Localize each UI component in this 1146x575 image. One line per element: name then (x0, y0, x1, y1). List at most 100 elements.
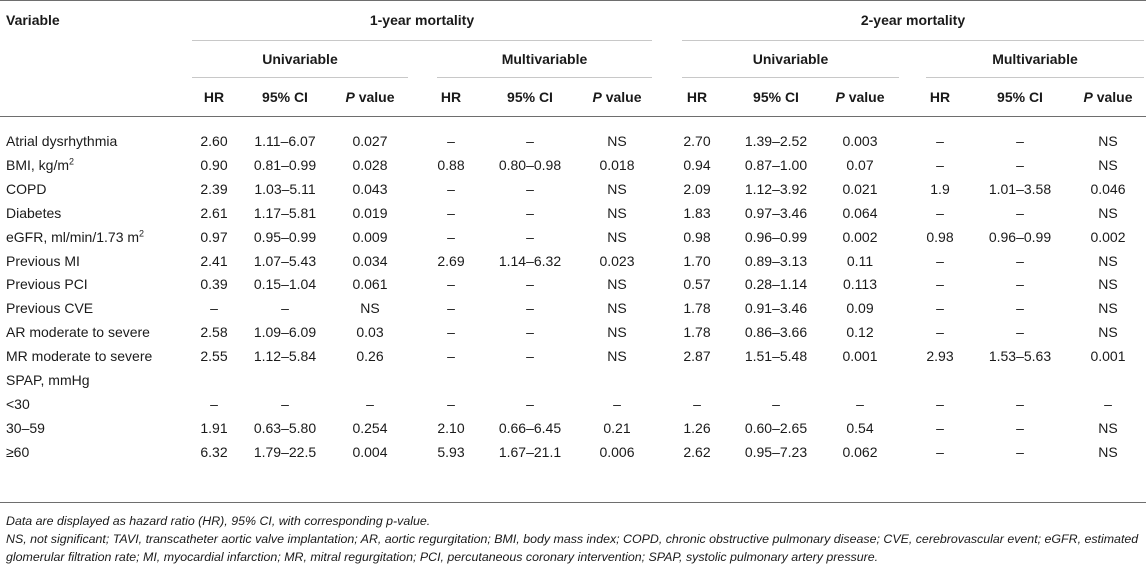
table-cell: 0.63–5.80 (253, 420, 317, 436)
table-cell: NS (607, 276, 627, 292)
table-cell: NS (1098, 253, 1118, 269)
table-cell: – (526, 276, 534, 292)
table-cell: – (526, 324, 534, 340)
table-cell: 0.061 (352, 276, 388, 292)
table-cell: 2.93 (926, 348, 954, 364)
table-cell: 2.87 (683, 348, 711, 364)
table-cell: – (447, 300, 455, 316)
table-cell: – (526, 205, 534, 221)
table-cell: – (936, 300, 944, 316)
table-cell: NS (607, 181, 627, 197)
table-cell: 0.001 (842, 348, 878, 364)
table-cell: 0.97–3.46 (744, 205, 808, 221)
table-cell: 0.09 (846, 300, 874, 316)
subgroup-header: Multivariable (992, 51, 1078, 67)
row-label: 30–59 (6, 420, 45, 436)
row-label: COPD (6, 181, 47, 197)
table-cell: – (281, 396, 289, 412)
table-cell: 1.12–5.84 (253, 348, 317, 364)
table-cell: 0.95–7.23 (744, 444, 808, 460)
column-header: HR (203, 89, 225, 105)
subgroup-header: Multivariable (501, 51, 588, 67)
table-cell: – (936, 157, 944, 173)
table-cell: 0.98 (926, 229, 954, 245)
table-cell: 6.32 (200, 444, 228, 460)
table-cell: – (936, 276, 944, 292)
table-cell: 0.019 (352, 205, 388, 221)
column-header: P value (1083, 89, 1133, 105)
table-cell: 1.12–3.92 (744, 181, 808, 197)
column-header: P value (345, 89, 395, 105)
row-label: BMI, kg/m2 (6, 156, 75, 173)
table-cell: 0.113 (843, 276, 877, 292)
table-cell: – (281, 300, 289, 316)
table-cell: 0.064 (842, 205, 878, 221)
table-cell: 0.95–0.99 (253, 229, 317, 245)
table-cell: 1.67–21.1 (498, 444, 562, 460)
table-cell: NS (1098, 157, 1118, 173)
table-cell: 1.53–5.63 (988, 348, 1052, 364)
row-label: SPAP, mmHg (6, 372, 90, 388)
subgroup-rule-1 (192, 77, 408, 78)
table-cell: 0.11 (846, 253, 874, 269)
table-cell: 0.003 (842, 133, 878, 149)
table-cell: – (1016, 396, 1024, 412)
table-cell: 0.98 (683, 229, 711, 245)
row-label: Previous MI (6, 253, 80, 269)
table-cell: 0.80–0.98 (498, 157, 562, 173)
column-header: HR (440, 89, 462, 105)
table-cell: – (447, 133, 455, 149)
column-header: P value (592, 89, 642, 105)
table-cell: 1.78 (683, 300, 711, 316)
table-cell: – (526, 348, 534, 364)
table-cell: – (526, 133, 534, 149)
table-cell: 0.018 (599, 157, 635, 173)
table-cell: 0.254 (352, 420, 388, 436)
table-cell: – (936, 133, 944, 149)
table-cell: 1.39–2.52 (744, 133, 808, 149)
table-cell: 1.70 (683, 253, 711, 269)
table-cell: 2.41 (200, 253, 228, 269)
subgroup-header: Univariable (262, 51, 338, 67)
table-cell: 0.96–0.99 (744, 229, 808, 245)
table-cell: 0.002 (1090, 229, 1126, 245)
table-cell: 0.81–0.99 (253, 157, 317, 173)
table-cell: 2.55 (200, 348, 228, 364)
row-label: AR moderate to severe (6, 324, 150, 340)
row-label: ≥60 (6, 444, 30, 460)
row-label: Diabetes (6, 205, 62, 221)
table-cell: 0.90 (200, 157, 228, 173)
table-cell: NS (1098, 300, 1118, 316)
table-cell: – (447, 205, 455, 221)
row-label: Previous PCI (6, 276, 88, 292)
group-header-1yr: 1-year mortality (369, 12, 475, 28)
table-cell: 0.26 (356, 348, 384, 364)
table-cell: – (210, 300, 218, 316)
mortality-table: Variable 1-year mortality 2-year mortali… (0, 0, 1146, 503)
table-cell: NS (360, 300, 380, 316)
table-cell: 0.88 (437, 157, 465, 173)
table-cell: 0.009 (352, 229, 388, 245)
subgroup-rule-3 (682, 77, 899, 78)
table-cell: 2.58 (200, 324, 228, 340)
table-cell: 2.10 (437, 420, 465, 436)
table-cell: 0.86–3.66 (744, 324, 808, 340)
table-cell: 0.006 (599, 444, 635, 460)
table-cell: 1.01–3.58 (988, 181, 1052, 197)
table-cell: – (447, 276, 455, 292)
table-cell: – (1016, 420, 1024, 436)
table-cell: – (936, 324, 944, 340)
table-cell: NS (1098, 324, 1118, 340)
group-header-2yr: 2-year mortality (860, 12, 966, 28)
table-cell: 0.07 (846, 157, 874, 173)
table-cell: – (1016, 205, 1024, 221)
column-header: HR (686, 89, 708, 105)
table-cell: 0.028 (352, 157, 388, 173)
variable-header: Variable (6, 12, 60, 28)
table-cell: 0.97 (200, 229, 228, 245)
table-cell: – (936, 420, 944, 436)
table-cell: 1.14–6.32 (498, 253, 562, 269)
table-cell: 0.001 (1090, 348, 1126, 364)
table-cell: 1.79–22.5 (253, 444, 317, 460)
table-cell: – (936, 444, 944, 460)
